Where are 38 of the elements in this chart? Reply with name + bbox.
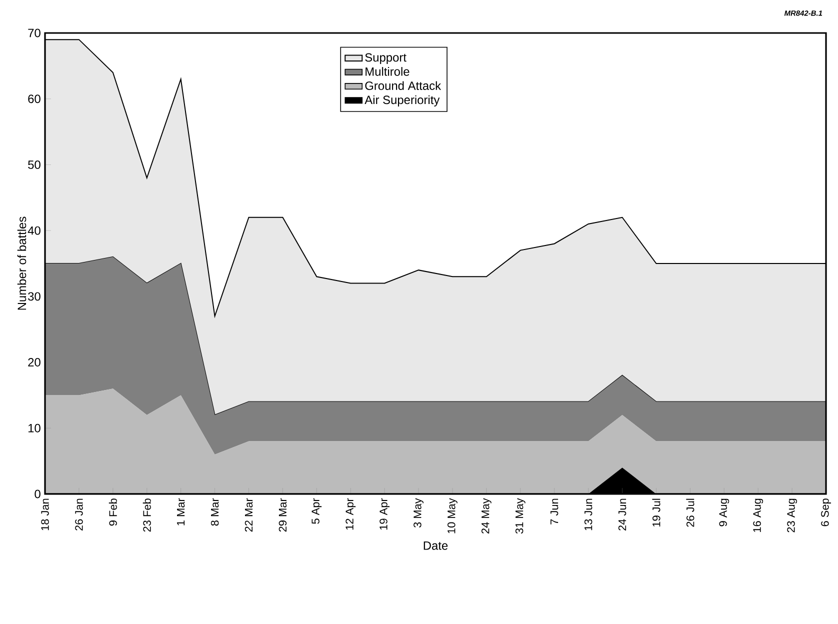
y-tick-label: 20 — [28, 358, 40, 366]
legend-label: Ground Attack — [365, 81, 442, 90]
x-tick-label: 31 May — [515, 498, 526, 534]
x-tick-label: 19 Jul — [652, 498, 660, 527]
x-axis-title: Date — [424, 541, 448, 550]
x-tick-label: 3 May — [414, 498, 424, 528]
y-tick-label: 0 — [34, 490, 40, 498]
legend-label: Support — [365, 53, 406, 64]
x-tick-label: 29 Mar — [278, 498, 287, 532]
x-tick-label: 1 Mar — [177, 498, 185, 526]
x-tick-label: 7 Jun — [550, 498, 558, 524]
y-axis-title: Number of battles — [17, 216, 26, 310]
x-tick-label: 16 Aug — [753, 498, 764, 532]
x-tick-label: 24 Jun — [618, 498, 626, 530]
x-tick-label: 12 Apr — [346, 498, 356, 530]
x-tick-label: 5 Apr — [312, 498, 322, 524]
x-tick-label: 9 Feb — [108, 498, 117, 526]
x-tick-label: 26 Jan — [75, 498, 83, 530]
x-tick-label: 23 Feb — [142, 498, 151, 532]
x-tick-label: 13 Jun — [584, 498, 592, 530]
x-tick-label: 9 Aug — [719, 498, 730, 526]
x-tick-label: 24 May — [481, 498, 492, 534]
x-tick-label: 22 Mar — [244, 498, 253, 532]
y-tick-label: 10 — [28, 424, 40, 432]
y-tick-label: 50 — [28, 160, 40, 169]
legend-label: Air Superiority — [364, 95, 440, 106]
x-tick-label: 19 Apr — [380, 498, 390, 530]
x-tick-label: 23 Aug — [787, 498, 798, 532]
y-tick-label: 30 — [28, 292, 40, 301]
y-tick-label: 60 — [28, 94, 40, 104]
legend-label: Multirole — [366, 67, 410, 76]
y-tick-label: 70 — [28, 28, 40, 38]
x-tick-label: 6 Sep — [821, 498, 831, 526]
y-tick-label: 40 — [28, 226, 40, 235]
x-tick-label: 18 Jan — [41, 498, 49, 530]
x-tick-label: 26 Jul — [686, 498, 694, 527]
x-tick-label: 8 Mar — [210, 498, 219, 526]
x-tick-label: 10 May — [448, 498, 458, 534]
